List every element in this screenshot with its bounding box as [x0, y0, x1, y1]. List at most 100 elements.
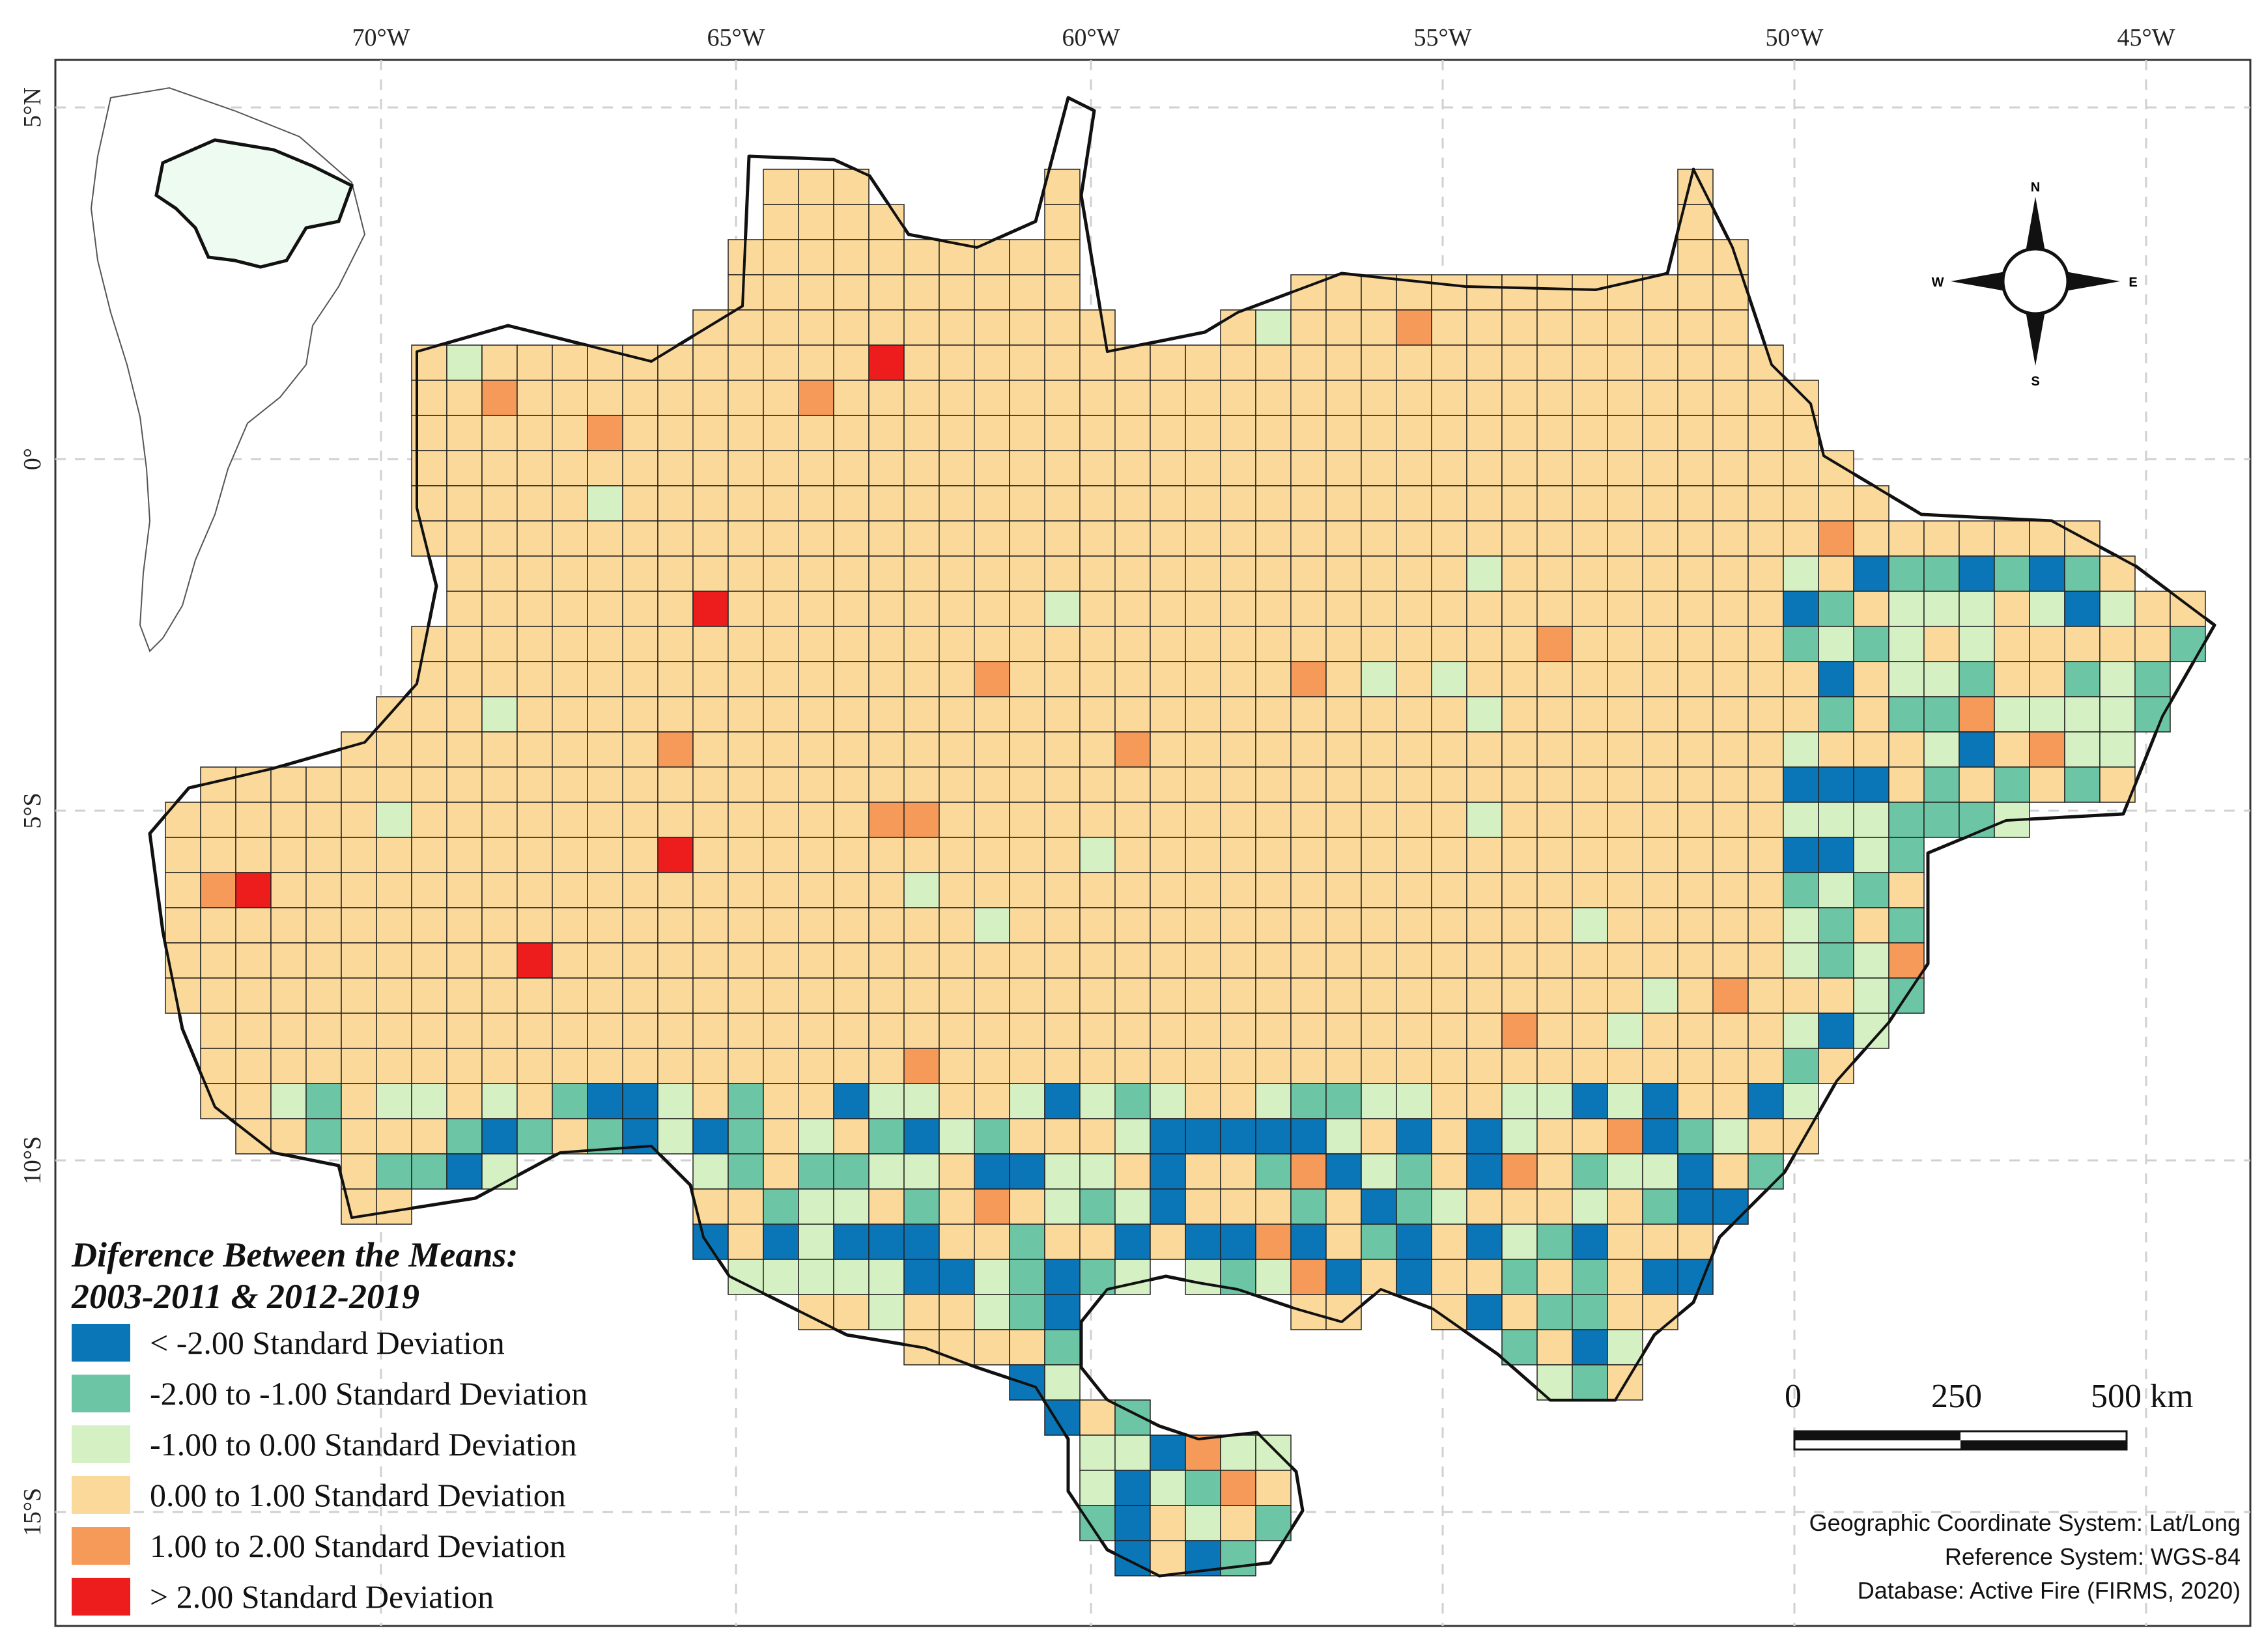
grid-cell: [1009, 1259, 1045, 1295]
grid-cell: [1466, 1118, 1503, 1155]
grid-cell: [1677, 555, 1714, 592]
grid-cell: [270, 766, 307, 803]
grid-cell: [1396, 1083, 1432, 1119]
grid-cell: [833, 1048, 870, 1084]
grid-cell: [903, 802, 940, 838]
grid-cell: [481, 837, 518, 873]
grid-cell: [974, 1224, 1010, 1260]
grid-cell: [376, 1013, 412, 1049]
grid-cell: [1079, 1083, 1116, 1119]
grid-cell: [1748, 450, 1784, 486]
grid-cell: [657, 1048, 694, 1084]
grid-cell: [1536, 1259, 1573, 1295]
legend-swatch: [72, 1324, 130, 1362]
legend-item: > 2.00 Standard Deviation: [72, 1571, 723, 1622]
grid-cell: [516, 1048, 553, 1084]
grid-cell: [1818, 661, 1854, 697]
grid-cell: [1114, 1153, 1151, 1190]
grid-cell: [1325, 696, 1362, 733]
grid-cell: [1748, 872, 1784, 908]
grid-cell: [657, 1083, 694, 1119]
scale-bar: [1793, 1430, 2128, 1451]
grid-cell: [1431, 591, 1467, 627]
grid-cell: [411, 1013, 447, 1049]
grid-cell: [1712, 766, 1749, 803]
grid-cell: [1642, 977, 1678, 1014]
grid-cell: [1044, 1153, 1081, 1190]
grid-cell: [1396, 450, 1432, 486]
grid-cell: [1501, 520, 1538, 557]
grid-cell: [1044, 1013, 1081, 1049]
grid-cell: [728, 415, 764, 451]
grid-cell: [1290, 344, 1327, 381]
grid-cell: [1079, 485, 1116, 522]
grid-cell: [903, 1013, 940, 1049]
south-america-inset: [90, 87, 366, 652]
grid-cell: [1114, 520, 1151, 557]
grid-cell: [1396, 872, 1432, 908]
grid-cell: [657, 977, 694, 1014]
grid-cell: [1009, 415, 1045, 451]
grid-cell: [1114, 977, 1151, 1014]
grid-cell: [1923, 661, 1960, 697]
grid-cell: [1818, 731, 1854, 768]
grid-cell: [657, 555, 694, 592]
grid-cell: [763, 239, 799, 275]
grid-cell: [446, 731, 483, 768]
grid-cell: [376, 837, 412, 873]
grid-cell: [763, 1153, 799, 1190]
grid-cell: [1677, 802, 1714, 838]
grid-cell: [763, 344, 799, 381]
grid-cell: [1044, 802, 1081, 838]
grid-cell: [1572, 626, 1608, 662]
grid-cell: [1396, 1118, 1432, 1155]
grid-cell: [1642, 415, 1678, 451]
grid-cell: [200, 977, 236, 1014]
grid-cell: [1255, 766, 1292, 803]
grid-cell: [376, 1118, 412, 1155]
grid-cell: [1818, 942, 1854, 979]
grid-cell: [1501, 344, 1538, 381]
grid-cell: [552, 1118, 588, 1155]
grid-cell: [1079, 1013, 1116, 1049]
grid-cell: [763, 1259, 799, 1295]
grid-cell: [1220, 907, 1256, 944]
grid-cell: [1572, 837, 1608, 873]
grid-cell: [1361, 942, 1397, 979]
grid-cell: [798, 942, 834, 979]
grid-cell: [1501, 837, 1538, 873]
grid-cell: [1607, 696, 1643, 733]
grid-cell: [552, 1048, 588, 1084]
grid-cell: [1431, 1153, 1467, 1190]
grid-cell: [1079, 1153, 1116, 1190]
grid-cell: [1748, 380, 1784, 416]
grid-cell: [1220, 1435, 1256, 1471]
grid-cell: [1325, 274, 1362, 311]
scale-label-0: 0: [1785, 1378, 1802, 1415]
grid-cell: [1150, 872, 1186, 908]
grid-cell: [1290, 1224, 1327, 1260]
grid-cell: [1536, 450, 1573, 486]
grid-cell: [939, 977, 975, 1014]
grid-cell: [446, 802, 483, 838]
grid-cell: [763, 309, 799, 346]
grid-cell: [1748, 520, 1784, 557]
grid-cell: [1044, 1188, 1081, 1225]
grid-cell: [341, 766, 377, 803]
grid-cell: [1783, 555, 1819, 592]
grid-cell: [1220, 661, 1256, 697]
grid-cell: [1079, 837, 1116, 873]
grid-cell: [1044, 1329, 1081, 1365]
grid-cell: [1712, 977, 1749, 1014]
grid-cell: [1325, 731, 1362, 768]
grid-cell: [2099, 661, 2136, 697]
grid-cell: [1642, 1153, 1678, 1190]
grid-cell: [587, 696, 623, 733]
grid-cell: [1783, 1013, 1819, 1049]
grid-cell: [1325, 380, 1362, 416]
grid-cell: [763, 977, 799, 1014]
grid-cell: [1994, 626, 2030, 662]
grid-cell: [1888, 837, 1925, 873]
grid-cell: [1185, 591, 1221, 627]
legend-label: 0.00 to 1.00 Standard Deviation: [150, 1477, 566, 1513]
